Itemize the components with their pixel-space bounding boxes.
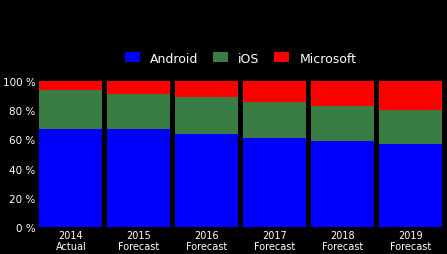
Bar [107,95,170,130]
Bar [39,82,102,90]
Bar [311,141,374,227]
Bar [243,102,306,138]
Bar [175,98,238,134]
Bar [379,144,442,227]
Bar [243,138,306,227]
Bar [379,111,442,144]
Bar [311,82,374,106]
Bar [379,82,442,111]
Bar [39,90,102,130]
Bar [107,82,170,95]
Bar [39,130,102,227]
Bar [243,82,306,102]
Bar [107,130,170,227]
Bar [311,106,374,141]
Bar [175,134,238,227]
Legend: Android, iOS, Microsoft: Android, iOS, Microsoft [120,47,362,70]
Bar [175,82,238,98]
